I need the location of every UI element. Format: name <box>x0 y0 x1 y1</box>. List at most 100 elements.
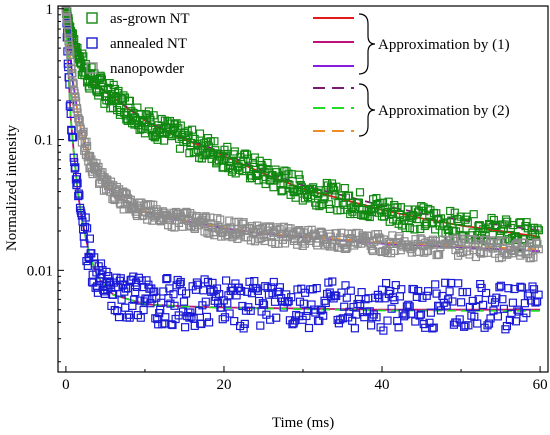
data-point <box>422 218 432 227</box>
data-point <box>410 225 419 234</box>
data-point <box>232 291 241 300</box>
data-point <box>526 296 536 305</box>
data-point <box>361 295 370 304</box>
data-point <box>82 142 92 151</box>
data-point <box>78 49 87 58</box>
data-point <box>203 277 213 286</box>
data-point <box>483 248 492 257</box>
data-point <box>144 206 153 215</box>
data-point <box>62 19 71 28</box>
data-point <box>415 311 424 320</box>
data-point <box>404 300 413 309</box>
data-point <box>321 298 330 308</box>
data-point <box>416 310 426 319</box>
data-point <box>215 290 224 299</box>
data-point <box>192 278 201 287</box>
data-point <box>210 137 219 146</box>
data-point <box>261 282 270 291</box>
data-point <box>234 217 243 226</box>
data-point <box>63 28 72 37</box>
data-point <box>149 111 158 120</box>
data-point <box>218 315 227 324</box>
data-point <box>79 52 88 61</box>
data-point <box>222 276 231 285</box>
data-point <box>129 272 138 281</box>
data-point <box>70 158 79 167</box>
data-point <box>480 323 489 332</box>
data-point <box>467 311 476 320</box>
data-point <box>282 167 291 176</box>
data-point <box>365 212 374 222</box>
data-point <box>142 276 151 285</box>
data-point <box>289 319 298 328</box>
data-point <box>80 222 90 231</box>
data-point <box>187 312 196 321</box>
y-axis-title: Normalized intensity <box>4 124 20 251</box>
y-tick-label: 0.1 <box>34 133 53 149</box>
data-point <box>272 313 281 322</box>
data-point <box>139 305 148 315</box>
data-point <box>201 297 210 306</box>
data-point <box>465 302 474 312</box>
legend: as-grown NT annealed NT nanopowder <box>86 11 190 77</box>
data-point <box>194 145 203 154</box>
data-point <box>62 6 71 16</box>
data-point <box>312 284 321 293</box>
data-point <box>267 283 276 292</box>
data-point <box>169 290 178 299</box>
data-point <box>501 215 511 224</box>
x-tick-label: 0 <box>62 377 70 393</box>
data-point <box>208 278 217 287</box>
data-point <box>322 178 331 188</box>
data-point <box>395 232 404 241</box>
data-point <box>131 288 140 297</box>
data-point <box>239 324 248 333</box>
data-point <box>146 299 155 308</box>
data-point <box>456 248 465 258</box>
data-point <box>132 278 141 287</box>
data-point <box>492 293 501 302</box>
data-point <box>150 287 159 296</box>
data-point <box>381 247 390 256</box>
data-point <box>176 277 185 287</box>
data-point <box>185 313 194 322</box>
data-point <box>424 204 433 213</box>
data-point <box>69 153 78 162</box>
legend-marker-annealed <box>86 37 98 49</box>
data-point <box>492 220 501 230</box>
data-point <box>534 226 544 235</box>
data-point <box>444 295 453 304</box>
data-point <box>223 299 232 308</box>
data-point <box>318 200 327 209</box>
data-point <box>452 234 461 243</box>
data-point <box>408 213 417 222</box>
data-point <box>166 299 175 308</box>
data-point <box>458 288 467 297</box>
data-point <box>324 200 333 209</box>
data-point <box>441 278 450 287</box>
data-point <box>122 313 132 322</box>
data-point <box>281 239 290 248</box>
data-point <box>259 300 269 309</box>
data-point <box>484 319 494 328</box>
data-point <box>100 173 109 182</box>
data-point <box>119 205 128 214</box>
data-point <box>432 209 441 218</box>
data-point <box>300 239 310 248</box>
data-point <box>287 293 296 302</box>
data-point <box>295 226 304 235</box>
fit-legend: Approximation by (1) Approximation by (2… <box>313 13 510 137</box>
data-point <box>454 279 463 288</box>
data-point <box>161 313 170 322</box>
data-point <box>114 313 124 322</box>
data-point <box>72 181 81 190</box>
data-point <box>172 119 181 128</box>
data-point <box>455 315 464 324</box>
data-point <box>237 286 246 296</box>
data-point <box>449 320 458 329</box>
data-point <box>175 144 185 153</box>
data-point <box>136 313 145 322</box>
data-point <box>124 195 133 204</box>
fit-curve-2 <box>65 8 541 311</box>
